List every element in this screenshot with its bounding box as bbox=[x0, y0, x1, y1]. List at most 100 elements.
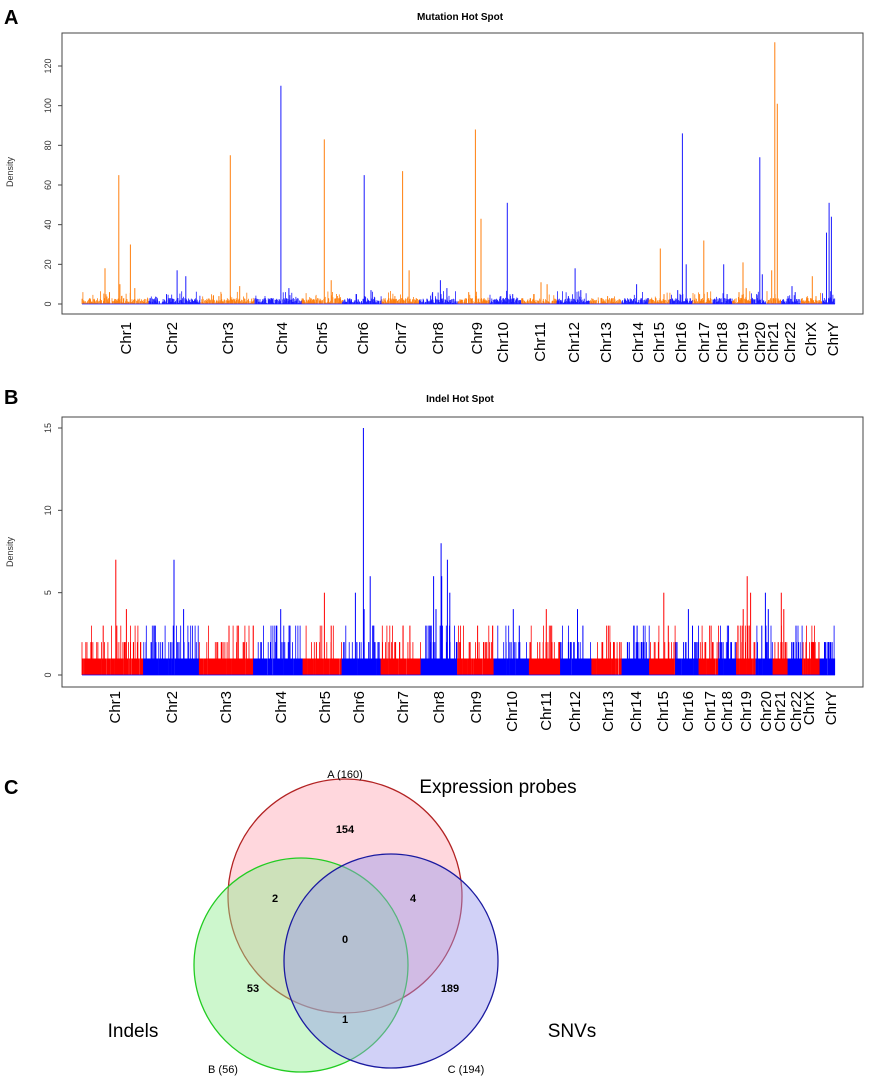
chr-bar-group-chr11 bbox=[528, 609, 561, 675]
y-tick-label: 100 bbox=[43, 98, 53, 113]
chr-bar-group-chr3 bbox=[198, 625, 254, 675]
chr-label-chr6: Chr6 bbox=[355, 322, 372, 355]
chr-bar-group-chr12 bbox=[556, 268, 591, 304]
chr-bar-group-chr7 bbox=[380, 625, 422, 675]
indel-bars bbox=[81, 428, 836, 676]
chr-label-chrx: ChrX bbox=[801, 691, 818, 725]
venn-set-label-c: C (194) bbox=[448, 1064, 485, 1076]
venn-set-label-b: B (56) bbox=[208, 1064, 238, 1076]
chr-label-chr8: Chr8 bbox=[430, 322, 447, 355]
chr-bar-group-chr2 bbox=[148, 270, 201, 304]
chr-bar-group-chr9 bbox=[457, 129, 491, 304]
panel-letter-c: C bbox=[4, 777, 18, 799]
chr-bar-group-chr14 bbox=[621, 284, 649, 304]
venn-count-ac: 4 bbox=[410, 893, 417, 905]
mutation-ylabel: Density bbox=[5, 156, 15, 187]
chr-bar-group-chr9 bbox=[457, 625, 495, 675]
chr-bar-group-chry bbox=[819, 625, 836, 675]
chr-bar-group-chr19 bbox=[736, 576, 757, 675]
chr-label-chry: ChrY bbox=[825, 322, 842, 356]
chr-bar-group-chr1 bbox=[81, 559, 144, 675]
chr-bar-group-chry bbox=[822, 202, 836, 304]
chr-bar-group-chrx bbox=[802, 625, 821, 675]
chr-bar-group-chr5 bbox=[302, 592, 343, 675]
venn-name-expression-probes: Expression probes bbox=[419, 777, 576, 798]
chr-label-chr3: Chr3 bbox=[220, 322, 237, 355]
chr-bar-group-chr18 bbox=[718, 625, 737, 675]
chr-bar-group-chr20 bbox=[751, 157, 767, 304]
mutation-chr-labels: Chr1 Chr2 Chr3 Chr4 Chr5 Chr6 Chr7 Chr8 Chr9 Chr1… bbox=[118, 322, 842, 363]
chr-bar-group-chr6 bbox=[341, 428, 382, 675]
chr-bar-group-chr1 bbox=[81, 175, 150, 304]
chr-label-chr11: Chr11 bbox=[538, 691, 555, 731]
chr-bar-group-chr8 bbox=[420, 543, 458, 675]
venn-count-c-only: 189 bbox=[441, 983, 459, 995]
venn-circle-snvs bbox=[283, 853, 499, 1069]
chr-bar-group-chr15 bbox=[649, 592, 676, 675]
y-tick-label: 5 bbox=[43, 590, 53, 595]
y-tick-label: 15 bbox=[43, 423, 53, 433]
chr-label-chr9: Chr9 bbox=[469, 322, 486, 355]
chr-bar-group-chr4 bbox=[253, 609, 304, 675]
indel-chr-labels: Chr1 Chr2 Chr3 Chr4 Chr5 Chr6 Chr7 Chr8 Chr9 Chr1… bbox=[107, 691, 840, 732]
chr-label-chr14: Chr14 bbox=[628, 691, 645, 732]
chr-label-chr11: Chr11 bbox=[532, 322, 549, 362]
chr-label-chr16: Chr16 bbox=[673, 322, 690, 363]
chr-label-chr3: Chr3 bbox=[218, 691, 235, 724]
chr-label-chr19: Chr19 bbox=[738, 691, 755, 732]
chr-bar-group-chr6 bbox=[342, 175, 383, 304]
mutation-plot-frame bbox=[61, 32, 864, 315]
chr-bar-group-chr21 bbox=[772, 592, 789, 675]
chr-label-chr18: Chr18 bbox=[719, 691, 736, 732]
chr-label-chr2: Chr2 bbox=[164, 691, 181, 724]
indel-chart: B Indel Hot Spot Density 0 5 10 15 Chr1 Chr2… bbox=[4, 387, 864, 732]
chr-label-chr18: Chr18 bbox=[714, 322, 731, 363]
chr-bar-group-chr20 bbox=[755, 592, 774, 675]
chr-bar-group-chr15 bbox=[648, 248, 671, 304]
venn-diagram: C 154 2 4 0 53 189 1 A (160) B (56) C (1… bbox=[4, 769, 597, 1076]
y-tick-label: 20 bbox=[43, 259, 53, 269]
panel-letter-a: A bbox=[4, 7, 18, 29]
chr-label-chr17: Chr17 bbox=[702, 691, 719, 732]
venn-count-bc: 1 bbox=[342, 1014, 348, 1026]
y-tick-label: 0 bbox=[43, 301, 53, 306]
venn-name-snvs: SNVs bbox=[548, 1021, 597, 1042]
chr-bar-group-chr13 bbox=[591, 625, 623, 675]
mutation-chart: A Mutation Hot Spot Density 0 20 40 60 80 100… bbox=[4, 7, 864, 363]
mutation-bars bbox=[81, 42, 836, 305]
chr-bar-group-chr10 bbox=[489, 202, 522, 304]
chr-label-chr9: Chr9 bbox=[468, 691, 485, 724]
chr-label-chr17: Chr17 bbox=[696, 322, 713, 363]
chr-label-chr13: Chr13 bbox=[598, 322, 615, 363]
indel-ylabel: Density bbox=[5, 536, 15, 567]
indel-plot-frame bbox=[61, 416, 864, 688]
chr-label-chr10: Chr10 bbox=[504, 691, 521, 732]
chr-label-chr20: Chr20 bbox=[752, 322, 769, 363]
chr-bar-group-chr17 bbox=[698, 625, 719, 675]
venn-circle-expression-probes bbox=[227, 778, 463, 1014]
chr-bar-group-chr11 bbox=[521, 282, 558, 304]
chr-bar-group-chr10 bbox=[493, 609, 530, 675]
chr-label-chr7: Chr7 bbox=[393, 322, 410, 355]
chr-label-chr8: Chr8 bbox=[431, 691, 448, 724]
chr-label-chr12: Chr12 bbox=[566, 322, 583, 363]
chr-bar-group-chr3 bbox=[199, 155, 255, 304]
chr-bar-group-chr17 bbox=[692, 240, 714, 304]
chr-bar-group-chr8 bbox=[419, 280, 458, 304]
venn-count-a-only: 154 bbox=[336, 824, 355, 836]
y-tick-label: 10 bbox=[43, 505, 53, 515]
y-tick-label: 40 bbox=[43, 220, 53, 230]
chr-label-chr1: Chr1 bbox=[107, 691, 124, 724]
y-tick-label: 80 bbox=[43, 140, 53, 150]
chr-label-chr22: Chr22 bbox=[782, 322, 799, 363]
chr-bar-group-chrx bbox=[800, 276, 823, 304]
chr-label-chr19: Chr19 bbox=[735, 322, 752, 363]
venn-count-b-only: 53 bbox=[247, 983, 259, 995]
chr-label-chr12: Chr12 bbox=[567, 691, 584, 732]
chr-label-chr21: Chr21 bbox=[772, 691, 789, 732]
chr-bar-group-chr16 bbox=[675, 609, 700, 675]
indel-y-axis: 0 5 10 15 bbox=[43, 423, 62, 678]
venn-circle-indels bbox=[193, 857, 409, 1073]
chr-label-chr7: Chr7 bbox=[395, 691, 412, 724]
chr-bar-group-chr19 bbox=[732, 262, 752, 304]
